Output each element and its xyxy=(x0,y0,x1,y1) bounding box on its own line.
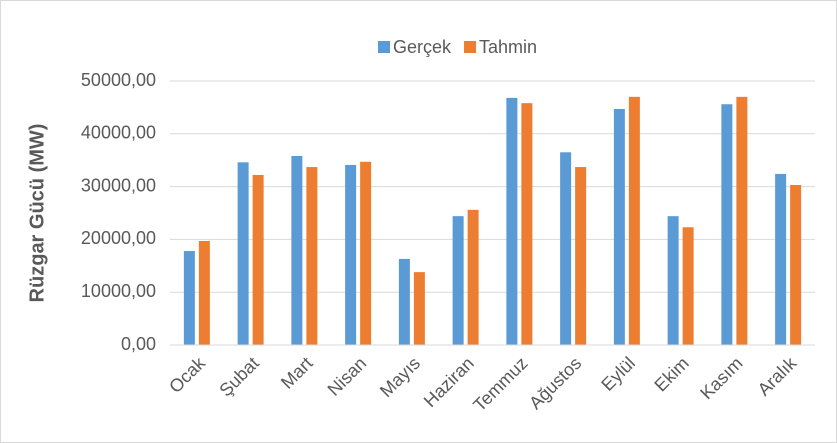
bar xyxy=(575,167,587,345)
bar xyxy=(721,104,733,346)
bar xyxy=(198,240,210,345)
bar xyxy=(252,174,264,345)
bar xyxy=(467,209,479,345)
y-axis-title: Rüzgar Gücü (MW) xyxy=(26,124,48,303)
bar xyxy=(613,108,625,345)
y-tick-label: 40000,00 xyxy=(81,123,156,143)
bar xyxy=(452,216,464,345)
bar xyxy=(183,251,195,345)
y-tick-label: 50000,00 xyxy=(81,70,156,90)
bar xyxy=(306,167,318,345)
legend-swatch xyxy=(378,41,390,53)
bar xyxy=(506,97,518,345)
bar xyxy=(560,152,572,345)
bar xyxy=(682,227,694,345)
bar xyxy=(413,272,425,345)
bar xyxy=(775,173,787,345)
bar xyxy=(291,155,303,345)
y-tick-label: 10000,00 xyxy=(81,281,156,301)
bar xyxy=(360,161,372,345)
bar xyxy=(237,162,249,345)
y-tick-label: 0,00 xyxy=(121,334,156,354)
bar xyxy=(628,96,640,345)
legend-label: Gerçek xyxy=(393,37,452,57)
bar xyxy=(736,96,748,345)
legend-label: Tahmin xyxy=(479,37,537,57)
y-tick-label: 20000,00 xyxy=(81,228,156,248)
bar xyxy=(667,216,679,345)
legend-swatch xyxy=(464,41,477,53)
bar xyxy=(345,164,357,345)
bar xyxy=(790,185,802,345)
bar xyxy=(521,103,533,346)
y-tick-label: 30000,00 xyxy=(81,175,156,195)
bar xyxy=(398,258,410,345)
